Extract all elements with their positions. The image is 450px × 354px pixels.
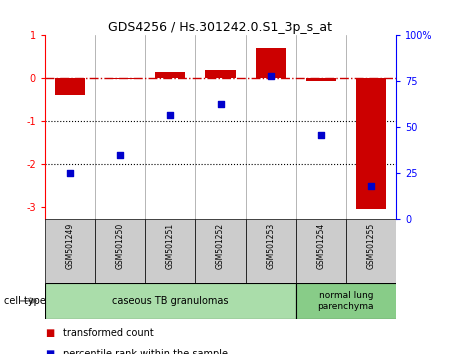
Bar [45,219,95,283]
Bar [296,283,421,319]
Bar [55,78,85,95]
Point [67,171,74,176]
Bar [206,70,235,78]
Text: GSM501252: GSM501252 [216,223,225,269]
Text: GSM501249: GSM501249 [66,223,75,269]
Text: GSM501253: GSM501253 [266,223,275,269]
Point [367,183,374,189]
Title: GDS4256 / Hs.301242.0.S1_3p_s_at: GDS4256 / Hs.301242.0.S1_3p_s_at [108,21,333,34]
Text: transformed count: transformed count [63,328,154,338]
Point [317,132,324,138]
Bar [306,78,336,81]
Text: percentile rank within the sample: percentile rank within the sample [63,349,228,354]
Bar [246,219,296,283]
Point [167,112,174,118]
Text: cell type: cell type [4,296,46,306]
Point [267,73,274,79]
Point [217,101,224,106]
Bar [346,219,396,283]
Text: GSM501251: GSM501251 [166,223,175,269]
Bar [296,219,346,283]
Bar [45,283,296,319]
Bar [356,78,386,209]
Bar [105,78,135,80]
Text: caseous TB granulomas: caseous TB granulomas [112,296,229,306]
Bar [155,72,185,78]
Bar [145,219,195,283]
Text: GSM501254: GSM501254 [316,223,325,269]
Bar [256,48,286,78]
Text: ■: ■ [45,349,54,354]
Text: ■: ■ [45,328,54,338]
Text: GSM501250: GSM501250 [116,223,125,269]
Bar [95,219,145,283]
Text: GSM501255: GSM501255 [366,223,375,269]
Text: normal lung
parenchyma: normal lung parenchyma [318,291,374,310]
Bar [195,219,246,283]
Point [117,152,124,158]
